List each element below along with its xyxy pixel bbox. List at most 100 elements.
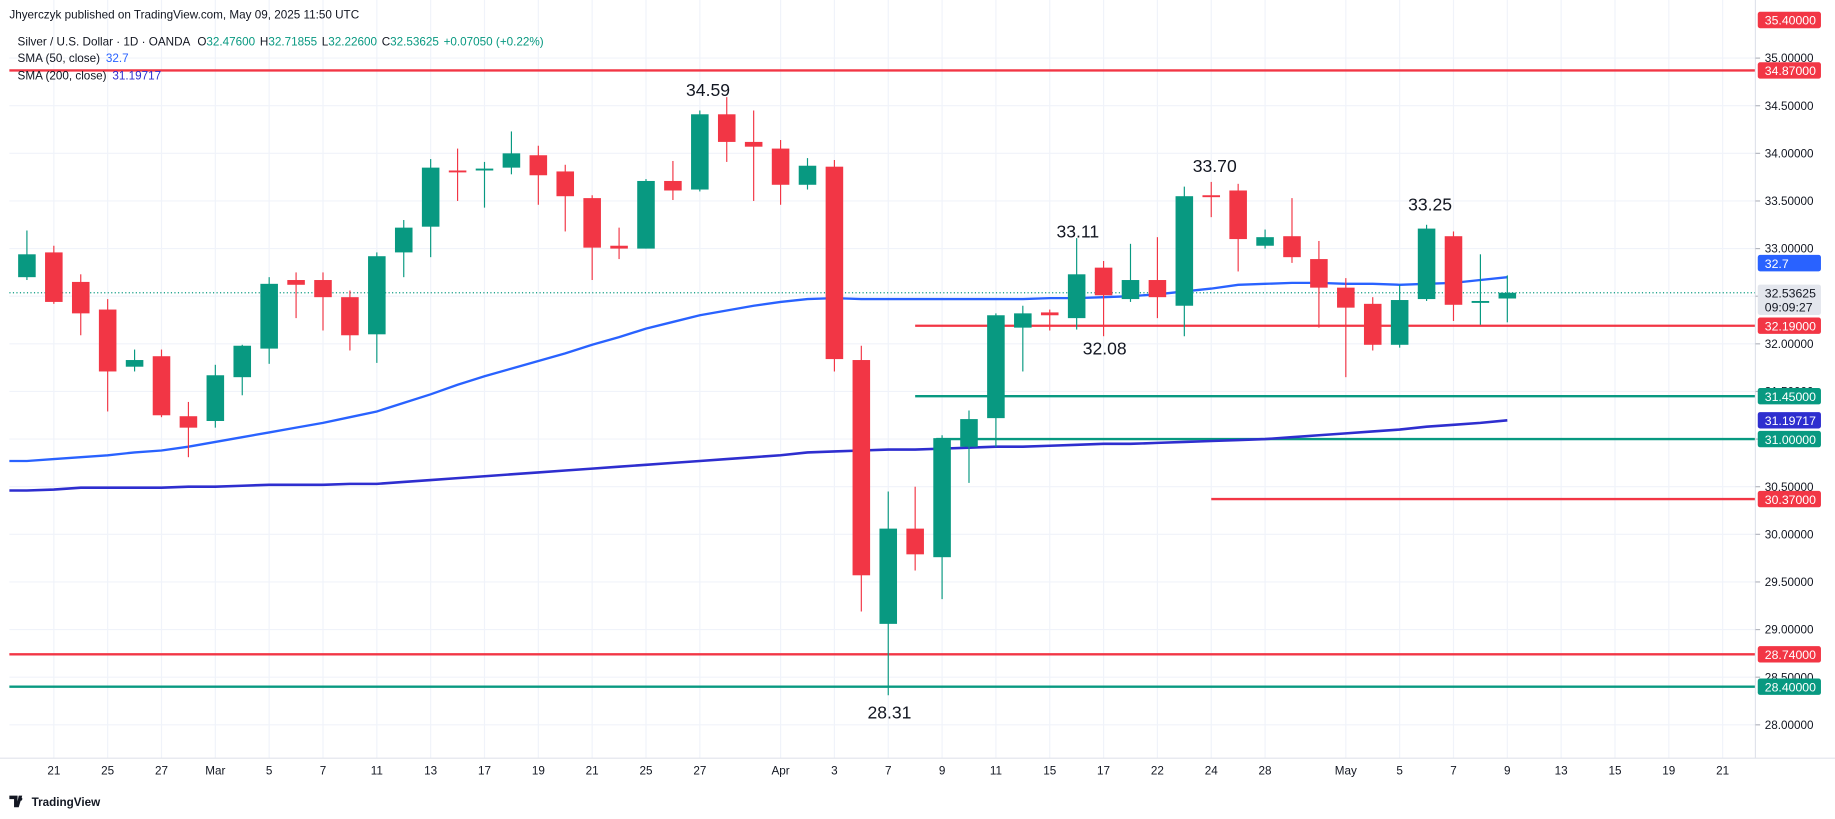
footer-logo: TradingView [9, 795, 102, 809]
candle-body [1148, 280, 1167, 298]
x-tick-label: 19 [532, 765, 545, 778]
countdown: 09:09:27 [1765, 300, 1813, 314]
ohlc-key: L [322, 36, 329, 49]
candle-body [1094, 267, 1113, 296]
price-tag [1757, 284, 1821, 315]
candle-body [1498, 292, 1517, 299]
x-tick-label: 25 [639, 765, 653, 778]
change: +0.07050 (+0.22%) [444, 36, 544, 49]
candle-body [664, 180, 682, 191]
x-tick-label: 28 [1259, 765, 1272, 778]
candle-body [1202, 195, 1221, 198]
level-tag [1757, 430, 1821, 448]
candle-body [233, 345, 252, 378]
candle-body [421, 167, 440, 227]
x-tick-label: 7 [1450, 765, 1457, 778]
legend-sma200: SMA (200, close) 31.19717 [18, 70, 162, 83]
footer-text: TradingView [32, 796, 102, 809]
x-tick-label: 19 [1662, 765, 1675, 778]
candle-body [1175, 196, 1194, 306]
y-tick-label: 30.50000 [1765, 481, 1814, 494]
candle-body [960, 419, 978, 447]
candle-body [1067, 274, 1086, 319]
sma-line [9, 419, 1508, 492]
y-tick-label: 28.00000 [1765, 719, 1814, 732]
x-tick-label: 21 [47, 765, 60, 778]
candle-body [260, 283, 278, 349]
level-tag [1757, 490, 1821, 508]
level-tag-label: 30.37000 [1765, 493, 1816, 507]
candle-body [287, 280, 305, 285]
annotation: 33.11 [1057, 222, 1100, 242]
level-tag [1757, 11, 1821, 29]
candle-body [448, 170, 467, 173]
x-tick-label: 15 [1608, 765, 1622, 778]
x-tick-label: 7 [885, 765, 892, 778]
level-tag-label: 28.74000 [1765, 648, 1816, 662]
x-tick-label: 11 [990, 765, 1002, 778]
candle-body [637, 180, 655, 249]
level-tag [1757, 646, 1821, 663]
y-tick-label: 35.00000 [1765, 52, 1814, 65]
ohlc-value: 32.47600 [206, 36, 255, 49]
candle-body [1390, 300, 1409, 345]
published-note: Jhyerczyk published on TradingView.com, … [9, 9, 359, 22]
level-tag [1757, 317, 1821, 334]
candle-body [1363, 303, 1382, 345]
x-tick-label: 5 [1396, 765, 1403, 778]
candle-body [852, 360, 871, 576]
y-tick-label: 29.00000 [1765, 624, 1814, 637]
candle-body [206, 375, 225, 421]
ohlc-value: 32.53625 [390, 36, 439, 49]
level-tag-label: 32.19000 [1765, 319, 1816, 333]
legend-name: SMA (50, close) [18, 52, 101, 65]
x-tick-label: 17 [478, 765, 491, 778]
sma-line [9, 276, 1508, 463]
y-tick-label: 29.50000 [1765, 576, 1814, 589]
y-tick-label: 33.50000 [1765, 195, 1814, 208]
x-tick-label: 21 [586, 765, 599, 778]
annotation: 33.25 [1408, 195, 1452, 215]
x-tick-label: 15 [1043, 765, 1057, 778]
y-tick-label: 33.00000 [1765, 243, 1814, 256]
level-tag [1757, 388, 1821, 405]
candle-body [152, 356, 171, 416]
logo-icon [9, 795, 23, 808]
level-tag [1757, 678, 1821, 695]
legend-name: SMA (200, close) [18, 70, 107, 83]
candle-body [691, 114, 709, 190]
candle-body [771, 148, 790, 185]
ohlc-key: H [260, 36, 268, 49]
ohlc-key: O [197, 36, 206, 49]
candle-body [18, 254, 36, 278]
price-tag-label: 32.53625 [1765, 286, 1816, 300]
candle-body [529, 155, 548, 176]
legend-value: 31.19717 [112, 70, 161, 83]
candle-body [798, 165, 817, 185]
x-tick-label: 9 [939, 765, 946, 778]
candle-body [179, 416, 198, 428]
x-tick-label: 27 [693, 765, 706, 778]
x-tick-label: 11 [371, 765, 383, 778]
y-tick-label: 34.00000 [1765, 147, 1814, 160]
x-tick-label: May [1335, 765, 1357, 778]
sma-tag [1757, 254, 1821, 272]
x-tick-label: 25 [101, 765, 115, 778]
candle-body [394, 227, 413, 253]
candle-body [1283, 236, 1301, 258]
x-tick-label: 17 [1097, 765, 1110, 778]
level-tag-label: 35.40000 [1765, 14, 1816, 28]
candle-body [71, 281, 90, 314]
annotation: 32.08 [1083, 339, 1127, 359]
level-tag-label: 34.87000 [1765, 64, 1816, 78]
x-tick-label: 21 [1716, 765, 1729, 778]
annotation: 28.31 [867, 702, 911, 722]
candle-body [1471, 300, 1490, 303]
sma-tag-label: 32.7 [1765, 257, 1789, 271]
candle-body [1337, 287, 1355, 308]
candle-body [1310, 259, 1328, 288]
candle-body [1417, 228, 1436, 300]
legend-sma50: SMA (50, close) 32.7 [18, 52, 129, 65]
candle-body [98, 309, 117, 372]
